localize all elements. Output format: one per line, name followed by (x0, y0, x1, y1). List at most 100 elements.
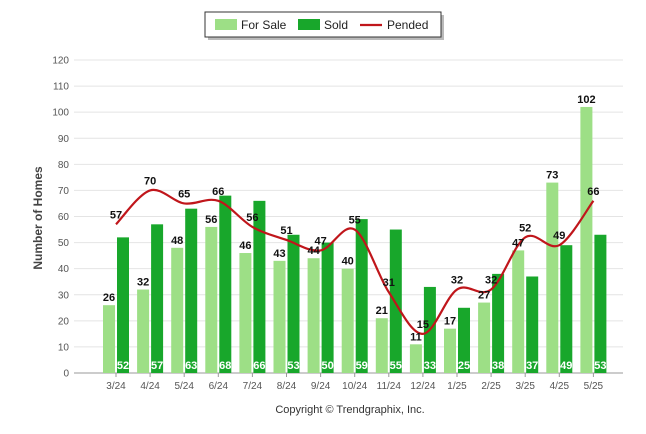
sold-value-label: 52 (117, 360, 129, 372)
pended-value-label: 51 (280, 225, 292, 237)
for-sale-value-label: 73 (546, 170, 558, 182)
for-sale-value-label: 102 (577, 94, 595, 106)
sold-value-label: 66 (253, 360, 265, 372)
y-tick-label: 30 (58, 290, 70, 301)
for-sale-bar (444, 328, 456, 373)
x-tick-label: 11/24 (377, 381, 402, 392)
pended-value-label: 70 (144, 175, 156, 187)
for-sale-bar (512, 250, 525, 373)
for-sale-bar (307, 258, 320, 373)
pended-line (115, 188, 595, 335)
sold-value-label: 37 (526, 360, 538, 372)
y-axis-ticks: 0 10 20 30 40 50 60 70 80 90 100 110 120 (52, 56, 69, 380)
x-tick-label: 10/24 (342, 381, 367, 392)
pended-value-label: 66 (587, 186, 599, 198)
sold-value-label: 38 (492, 360, 504, 372)
sold-value-label: 63 (185, 360, 197, 372)
pended-value-label: 47 (314, 235, 326, 247)
y-tick-label: 70 (58, 186, 70, 197)
sold-bar (458, 307, 470, 373)
sold-value-label: 53 (594, 360, 606, 372)
legend-box (204, 11, 442, 38)
sold-value-label: 33 (424, 360, 436, 372)
pended-value-label: 31 (383, 277, 395, 289)
for-sale-value-label: 47 (512, 237, 524, 249)
sold-bar (185, 208, 198, 373)
sold-bar (355, 219, 368, 373)
for-sale-value-label: 11 (410, 331, 422, 343)
sold-value-label: 50 (321, 360, 333, 372)
for-sale-bar (341, 268, 354, 373)
data-labels: 26 52 32 57 48 63 56 68 46 66 43 53 44 50 40 59 21 55 11 33… (103, 94, 607, 372)
sold-value-label: 68 (219, 360, 231, 372)
x-tick-label: 3/25 (515, 381, 535, 392)
sold-value-label: 49 (560, 360, 572, 372)
pended-value-label: 66 (212, 186, 224, 198)
for-sale-legend-label: For Sale (241, 18, 287, 32)
for-sale-value-label: 44 (307, 245, 320, 257)
x-tick-label: 3/24 (106, 381, 126, 392)
sold-legend-swatch (298, 19, 320, 30)
for-sale-bar (580, 106, 593, 373)
for-sale-value-label: 40 (342, 256, 354, 268)
x-tick-label: 8/24 (277, 381, 297, 392)
x-tick-label: 2/25 (481, 381, 501, 392)
x-tick-label: 6/24 (209, 381, 229, 392)
x-tick-label: 9/24 (311, 381, 331, 392)
for-sale-value-label: 26 (103, 292, 115, 304)
for-sale-bar (103, 305, 115, 373)
y-tick-label: 20 (58, 316, 70, 327)
for-sale-bar (546, 182, 559, 373)
x-tick-label: 7/24 (243, 381, 263, 392)
for-sale-legend-swatch (215, 19, 237, 30)
pended-value-label: 57 (110, 209, 122, 221)
pended-value-label: 55 (349, 215, 361, 227)
for-sale-value-label: 43 (273, 248, 285, 260)
y-tick-label: 10 (58, 342, 70, 353)
y-tick-label: 0 (63, 369, 69, 380)
y-tick-label: 80 (58, 160, 70, 171)
for-sale-bar (205, 226, 218, 373)
sold-value-label: 59 (356, 360, 368, 372)
x-tick-label: 4/25 (550, 381, 570, 392)
for-sale-bar (409, 344, 422, 373)
y-tick-label: 100 (52, 108, 69, 119)
x-tick-label: 4/24 (140, 381, 160, 392)
sold-value-label: 55 (390, 360, 402, 372)
y-tick-label: 60 (58, 212, 70, 223)
for-sale-bar (375, 318, 388, 373)
for-sale-bar (239, 253, 252, 373)
pended-value-label: 56 (246, 212, 258, 224)
sold-bar (389, 229, 402, 373)
pended-value-label: 49 (553, 230, 565, 242)
x-tick-label: 12/24 (410, 381, 435, 392)
pended-legend-label: Pended (387, 18, 428, 32)
for-sale-value-label: 46 (239, 240, 251, 252)
legend: For Sale Sold Pended (204, 11, 444, 40)
pended-value-label: 15 (417, 319, 429, 331)
for-sale-value-label: 56 (205, 214, 217, 226)
pended-value-label: 32 (451, 275, 463, 287)
sold-value-label: 25 (458, 360, 470, 372)
y-axis-label: Number of Homes (31, 166, 45, 270)
pended-series-line (115, 188, 595, 335)
for-sale-bar (171, 247, 184, 373)
y-tick-label: 110 (53, 82, 69, 93)
pended-value-label: 52 (519, 222, 531, 234)
sold-bar (219, 195, 232, 373)
sold-bar (492, 273, 505, 373)
for-sale-value-label: 32 (137, 277, 149, 289)
for-sale-value-label: 48 (171, 235, 183, 247)
y-tick-label: 50 (58, 238, 70, 249)
pended-value-label: 65 (178, 188, 190, 200)
sold-bar (321, 242, 334, 373)
pended-value-label: 32 (485, 275, 497, 287)
for-sale-bar (273, 260, 286, 373)
for-sale-value-label: 27 (478, 290, 490, 302)
x-axis-ticks: 3/24 4/24 5/24 6/24 7/24 8/24 9/24 10/24 11/24 12… (106, 373, 604, 392)
copyright-text: Copyright © Trendgraphix, Inc. (275, 404, 424, 416)
for-sale-value-label: 21 (376, 305, 388, 317)
x-tick-label: 1/25 (447, 381, 467, 392)
y-tick-label: 40 (58, 264, 70, 275)
